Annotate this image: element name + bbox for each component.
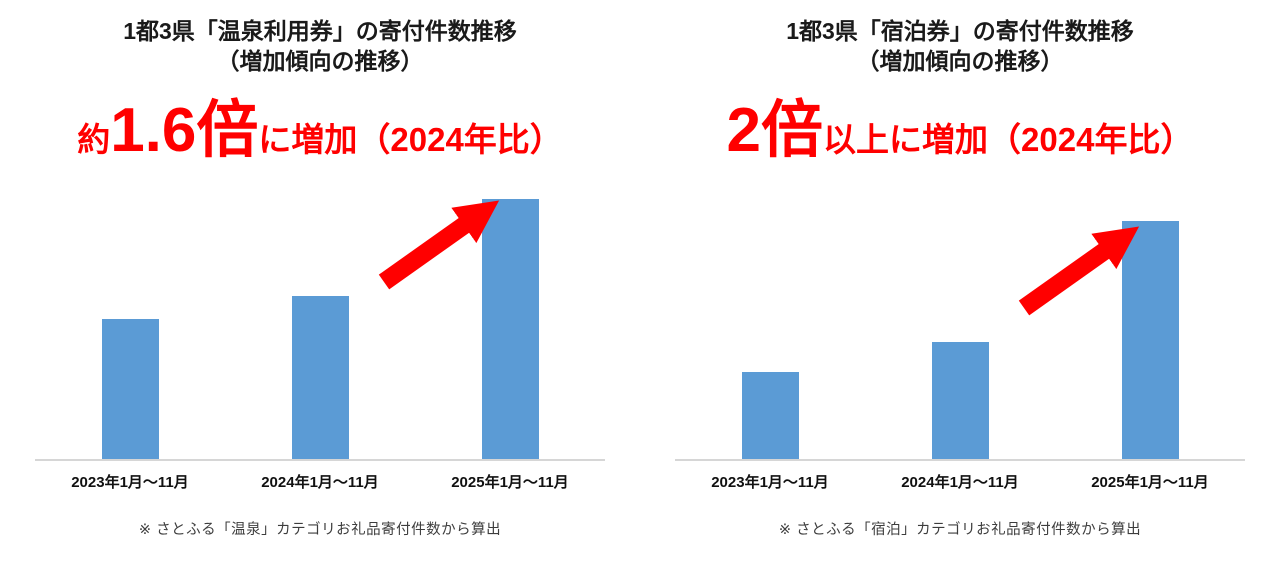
- bar-chart-onsen: [35, 196, 605, 461]
- headline-rest: に増加（2024年比）: [258, 121, 563, 158]
- x-axis-label: 2023年1月～11月: [711, 474, 829, 491]
- chart-title-lodging: 1都3県「宿泊券」の寄付件数推移 （増加傾向の推移）: [675, 16, 1245, 78]
- bar-slot: [1055, 196, 1245, 459]
- bar-2025年1月～11月: [1121, 221, 1179, 459]
- bar-2024年1月～11月: [291, 296, 349, 459]
- bar-2025年1月～11月: [481, 199, 539, 459]
- bar-slot: [35, 196, 225, 459]
- panel-lodging-chart: 1都3県「宿泊券」の寄付件数推移 （増加傾向の推移） 2倍 以上に増加（2024…: [640, 0, 1280, 566]
- bar-chart-lodging: [675, 196, 1245, 461]
- panel-onsen-chart: 1都3県「温泉利用券」の寄付件数推移 （増加傾向の推移） 約 1.6倍 に増加（…: [35, 16, 605, 538]
- bar-2023年1月～11月: [741, 372, 799, 459]
- bar-slot: [675, 196, 865, 459]
- headline-multiplier: 2倍: [726, 96, 824, 165]
- bar-slot: [865, 196, 1055, 459]
- bar-2024年1月～11月: [931, 342, 989, 459]
- x-axis-labels: 2023年1月～11月 2024年1月～11月 2025年1月～11月: [35, 471, 605, 492]
- x-axis-label: 2024年1月～11月: [901, 474, 1019, 491]
- x-axis-labels: 2023年1月～11月 2024年1月～11月 2025年1月～11月: [675, 471, 1245, 492]
- bar-2023年1月～11月: [101, 319, 159, 459]
- footnote-onsen: ※ さとふる「温泉」カテゴリお礼品寄付件数から算出: [138, 522, 502, 538]
- chart-title-line2: （増加傾向の推移）: [216, 48, 424, 75]
- increase-headline: 2倍 以上に増加（2024年比）: [675, 98, 1245, 164]
- chart-title-line2: （増加傾向の推移）: [856, 48, 1064, 75]
- x-axis-label: 2025年1月～11月: [451, 474, 569, 491]
- x-axis-label: 2025年1月～11月: [1091, 474, 1209, 491]
- chart-title-line1: 1都3県「温泉利用券」の寄付件数推移: [123, 18, 517, 44]
- x-axis-label: 2023年1月～11月: [71, 474, 189, 491]
- headline-prefix: 約: [77, 121, 111, 158]
- headline-multiplier: 1.6倍: [110, 96, 259, 165]
- footnote-lodging: ※ さとふる「宿泊」カテゴリお礼品寄付件数から算出: [778, 522, 1142, 538]
- bar-slot: [225, 196, 415, 459]
- chart-title-onsen: 1都3県「温泉利用券」の寄付件数推移 （増加傾向の推移）: [35, 16, 605, 78]
- bars-container: [35, 196, 605, 459]
- bars-container: [675, 196, 1245, 459]
- chart-title-line1: 1都3県「宿泊券」の寄付件数推移: [786, 18, 1134, 44]
- headline-rest: 以上に増加（2024年比）: [823, 121, 1194, 158]
- increase-headline: 約 1.6倍 に増加（2024年比）: [35, 98, 605, 164]
- bar-slot: [415, 196, 605, 459]
- x-axis-label: 2024年1月～11月: [261, 474, 379, 491]
